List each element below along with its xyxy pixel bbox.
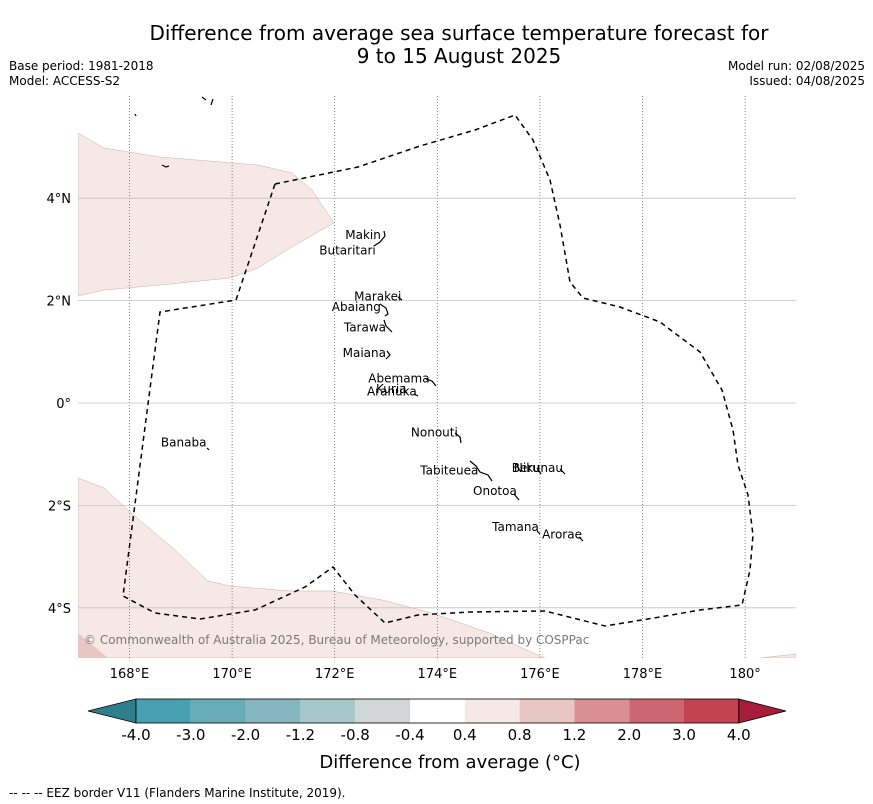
island-shape-tarawa bbox=[383, 319, 393, 333]
copyright-notice: © Commonwealth of Australia 2025, Bureau… bbox=[84, 633, 589, 647]
colorbar-tick-label: -4.0 bbox=[121, 726, 150, 744]
island-label: Tabiteuea bbox=[419, 464, 478, 478]
colorbar-tick-label: 3.0 bbox=[672, 726, 696, 744]
island-shape-onotoa bbox=[513, 493, 520, 501]
colorbar-segment bbox=[574, 699, 630, 723]
anomaly-region-southwest bbox=[78, 633, 108, 658]
island-label: Aranuka bbox=[367, 384, 417, 398]
island-shape-north-1 bbox=[201, 96, 214, 106]
island-label: Butaritari bbox=[319, 244, 376, 258]
colorbar-segment bbox=[355, 699, 410, 723]
island-shape-nonouti bbox=[454, 432, 462, 444]
colorbar-tick-label: -1.2 bbox=[286, 726, 315, 744]
lon-tick-label: 178°E bbox=[623, 667, 663, 682]
lon-tick-label: 168°E bbox=[110, 667, 150, 682]
colorbar-tick-label: 4.0 bbox=[727, 726, 751, 744]
meta-left: Base period: 1981-2018 Model: ACCESS-S2 bbox=[9, 59, 154, 89]
island-shape-nikunau bbox=[559, 468, 566, 475]
colorbar-outline bbox=[135, 698, 740, 724]
lon-tick-label: 180° bbox=[729, 667, 760, 682]
island-label: Onotoa bbox=[473, 484, 517, 498]
base-period: Base period: 1981-2018 bbox=[9, 59, 154, 73]
colorbar-tick-label: -0.4 bbox=[395, 726, 424, 744]
island-label: Maiana bbox=[343, 346, 386, 360]
island-label: Makin bbox=[345, 228, 381, 242]
lon-tick-label: 170°E bbox=[212, 667, 252, 682]
island-label: Beru bbox=[512, 461, 540, 475]
colorbar-tick-label: -2.0 bbox=[231, 726, 260, 744]
island-label: Marakei bbox=[354, 290, 401, 304]
colorbar-segment bbox=[519, 699, 575, 723]
colorbar-segment bbox=[136, 699, 191, 723]
issued-date: Issued: 04/08/2025 bbox=[749, 74, 865, 88]
model-name: Model: ACCESS-S2 bbox=[9, 74, 121, 88]
colorbar-tick-label: -3.0 bbox=[176, 726, 205, 744]
island-label: Banaba bbox=[161, 436, 207, 450]
eez-border bbox=[122, 114, 754, 627]
island-shape-north-3 bbox=[161, 164, 170, 168]
lon-tick-label: 172°E bbox=[315, 667, 355, 682]
island-shape-tamana bbox=[536, 530, 541, 535]
lon-tick-label: 174°E bbox=[418, 667, 458, 682]
colorbar-extend-low bbox=[87, 698, 137, 724]
lat-tick-label: 4°N bbox=[47, 192, 72, 207]
island-shape-abaiang bbox=[379, 303, 389, 317]
island-shape-aranuka bbox=[413, 393, 419, 397]
colorbar-segment bbox=[464, 699, 520, 723]
colorbar-tick-label: 1.2 bbox=[562, 726, 586, 744]
colorbar-segment bbox=[300, 699, 356, 723]
island-shape-makin bbox=[373, 230, 386, 247]
island-shape-north-2 bbox=[134, 113, 137, 117]
island-shape-tabiteuea bbox=[469, 460, 493, 482]
colorbar-extend-high bbox=[738, 698, 787, 724]
graticule bbox=[78, 96, 796, 658]
island-shape-beru bbox=[536, 467, 542, 475]
island-shape-kuria bbox=[403, 389, 408, 394]
lat-tick-label: 4°S bbox=[48, 602, 71, 617]
lon-tick-label: 176°E bbox=[520, 667, 560, 682]
colorbar-tick-label: 2.0 bbox=[617, 726, 641, 744]
colorbar-tick-label: 0.4 bbox=[453, 726, 477, 744]
colorbar-label: Difference from average (°C) bbox=[319, 752, 581, 773]
island-shapes bbox=[134, 96, 584, 542]
island-label: Abaiang bbox=[332, 300, 381, 314]
island-label: Kuria bbox=[376, 382, 407, 396]
anomaly-region-south bbox=[78, 477, 546, 658]
colorbar-tick-label: 0.8 bbox=[508, 726, 532, 744]
meta-right: Model run: 02/08/2025 Issued: 04/08/2025 bbox=[728, 59, 865, 89]
lat-tick-label: 2°N bbox=[47, 295, 72, 310]
colorbar-tick-label: -0.8 bbox=[341, 726, 370, 744]
title-line-1: Difference from average sea surface temp… bbox=[149, 21, 769, 45]
colorbar-segment bbox=[629, 699, 684, 723]
colorbar-segment bbox=[190, 699, 246, 723]
lat-tick-label: 0° bbox=[56, 397, 71, 412]
island-shape-abemama bbox=[425, 378, 437, 387]
model-run: Model run: 02/08/2025 bbox=[727, 59, 865, 73]
island-shape-maiana bbox=[385, 350, 391, 360]
island-label: Nikunau bbox=[514, 461, 563, 475]
island-shape-arorae bbox=[578, 536, 584, 542]
island-label: Abemama bbox=[368, 372, 429, 386]
colorbar-segment bbox=[245, 699, 301, 723]
eez-footer-note: -- -- -- EEZ border V11 (Flanders Marine… bbox=[9, 786, 346, 800]
lat-tick-label: 2°S bbox=[48, 499, 71, 514]
colorbar: -4.0 -3.0 -2.0 -1.2 -0.8 -0.4 0.4 0.8 1.2 2.0 3.0 4… bbox=[87, 698, 787, 744]
colorbar-segment bbox=[684, 699, 739, 723]
anomaly-region-north bbox=[78, 132, 335, 297]
title-line-2: 9 to 15 August 2025 bbox=[356, 44, 562, 68]
island-label: Nonouti bbox=[411, 425, 458, 439]
colorbar-segment bbox=[410, 699, 465, 723]
island-shape-banaba bbox=[206, 447, 210, 451]
island-label: Tarawa bbox=[343, 320, 386, 334]
island-label: Arorae bbox=[542, 528, 582, 542]
map-title: Difference from average sea surface temp… bbox=[100, 22, 818, 68]
island-label: Tamana bbox=[491, 520, 539, 534]
anomaly-region-southeast bbox=[759, 653, 796, 658]
axis-tick-labels: 168°E 170°E 172°E 174°E 176°E 178°E 180° 4°N 2°N… bbox=[47, 192, 761, 682]
island-shape-marakei bbox=[397, 296, 403, 301]
